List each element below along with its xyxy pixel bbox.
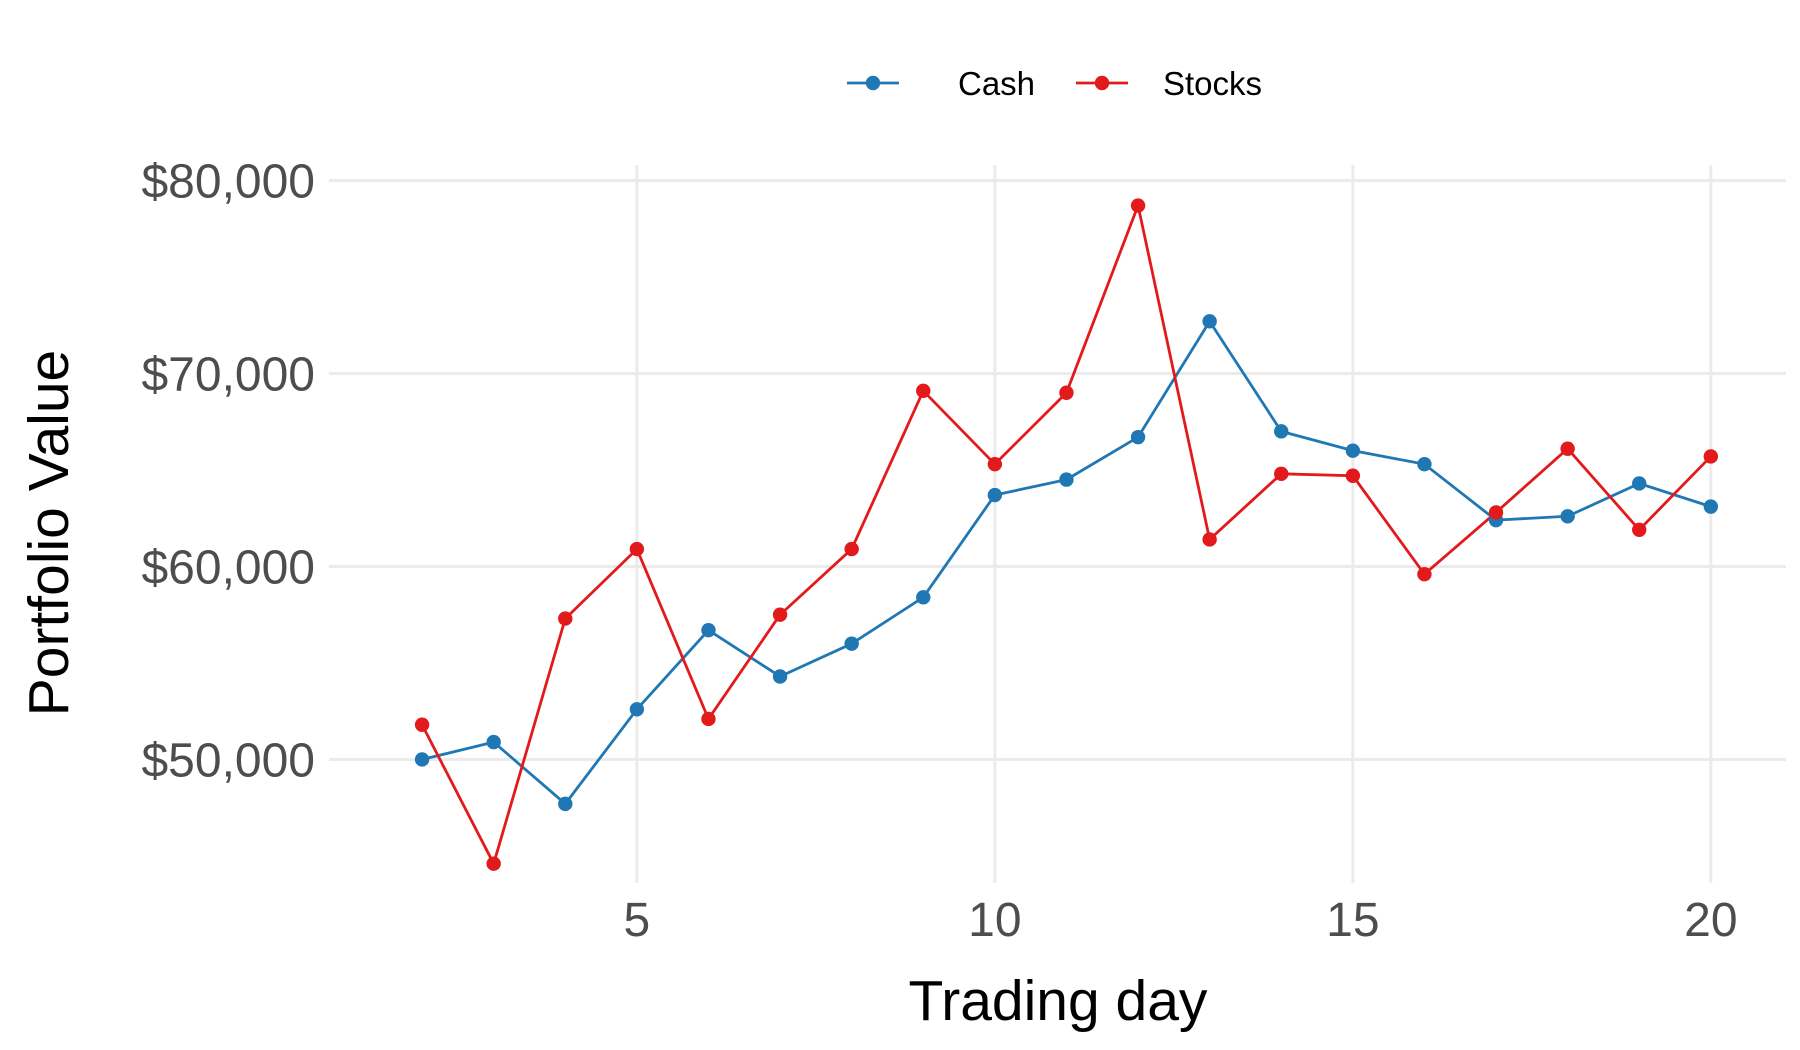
x-tick-label: 15 xyxy=(1326,894,1379,947)
legend-key-point-stocks xyxy=(1094,75,1110,91)
stocks-data-point xyxy=(629,541,645,557)
stocks-data-point xyxy=(1059,385,1074,400)
cash-data-point xyxy=(1560,509,1575,524)
stocks-data-point xyxy=(1417,566,1432,582)
cash-data-point xyxy=(558,796,573,812)
cash-data-point xyxy=(844,636,859,651)
stocks-data-point xyxy=(1274,466,1289,482)
stocks-data-point xyxy=(1202,532,1217,547)
stocks-series-line xyxy=(420,204,1713,866)
y-axis-title: Portfolio Value xyxy=(17,350,81,717)
x-tick-label: 20 xyxy=(1684,894,1737,947)
cash-data-point xyxy=(1130,429,1146,445)
cash-data-point xyxy=(701,622,716,638)
cash-data-point xyxy=(916,590,931,605)
legend-item-cash: Cash xyxy=(847,65,1035,102)
y-tick-label: $60,000 xyxy=(141,541,315,594)
x-axis-tick-labels: 5 10 15 20 xyxy=(624,894,1738,947)
cash-data-point xyxy=(486,734,501,750)
x-tick-label: 10 xyxy=(968,894,1021,947)
stocks-data-point xyxy=(1632,522,1647,537)
cash-data-point xyxy=(1059,472,1074,487)
stocks-data-point xyxy=(987,456,1003,472)
cash-data-point xyxy=(1632,476,1647,491)
cash-data-point xyxy=(1202,314,1217,329)
stocks-data-point xyxy=(772,607,788,622)
stocks-data-point xyxy=(558,611,573,626)
cash-data-point xyxy=(1417,456,1432,472)
cash-data-point xyxy=(1703,499,1719,514)
series-lines xyxy=(420,204,1713,866)
grid-lines xyxy=(329,165,1786,883)
stocks-data-point xyxy=(1703,449,1719,464)
series-points xyxy=(414,198,1719,871)
cash-data-point xyxy=(1274,424,1289,439)
stocks-data-point xyxy=(1130,198,1146,213)
y-tick-label: $50,000 xyxy=(141,734,315,787)
y-axis-tick-labels: $50,000 $60,000 $70,000 $80,000 xyxy=(141,155,315,787)
x-axis-title: Trading day xyxy=(909,969,1208,1033)
stocks-data-point xyxy=(701,711,716,727)
legend: Cash Stocks xyxy=(847,65,1262,102)
stocks-data-point xyxy=(1345,468,1361,483)
y-tick-label: $80,000 xyxy=(141,155,315,208)
cash-data-point xyxy=(772,669,788,684)
x-tick-label: 5 xyxy=(624,894,651,947)
stocks-data-point xyxy=(1488,505,1504,520)
legend-label-stocks: Stocks xyxy=(1163,65,1262,102)
legend-label-cash: Cash xyxy=(958,65,1035,102)
stocks-data-point xyxy=(844,541,859,557)
y-tick-label: $70,000 xyxy=(141,348,315,401)
stocks-data-point xyxy=(916,383,931,399)
stocks-data-point xyxy=(414,717,430,732)
legend-item-stocks: Stocks xyxy=(1076,65,1262,102)
stocks-data-point xyxy=(1560,441,1575,456)
legend-key-point-cash xyxy=(865,75,881,91)
stocks-data-point xyxy=(486,856,501,871)
cash-data-point xyxy=(1345,443,1361,458)
cash-data-point xyxy=(987,487,1003,503)
cash-data-point xyxy=(629,702,645,717)
cash-data-point xyxy=(414,752,430,767)
